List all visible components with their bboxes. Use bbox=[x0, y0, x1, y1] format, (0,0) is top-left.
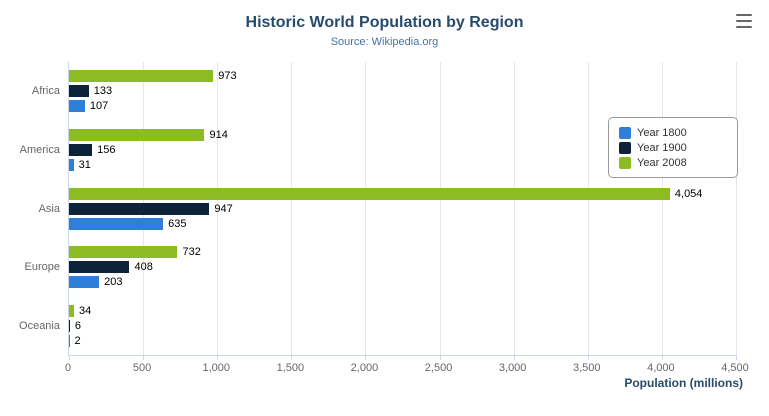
legend-label: Year 2008 bbox=[637, 156, 687, 169]
xaxis-tick-label: 1,500 bbox=[276, 362, 305, 374]
gridline bbox=[217, 62, 219, 355]
bar-value-label: 947 bbox=[214, 202, 233, 215]
xaxis-tick-label: 1,000 bbox=[202, 362, 230, 374]
axis-tick bbox=[143, 355, 145, 360]
legend-label: Year 1900 bbox=[637, 141, 687, 154]
legend-label: Year 1800 bbox=[637, 126, 687, 139]
bar-year-2008-oceania[interactable] bbox=[69, 304, 75, 317]
axis-tick bbox=[439, 355, 441, 360]
bar-value-label: 133 bbox=[93, 85, 113, 98]
legend-swatch bbox=[619, 126, 631, 139]
gridline bbox=[736, 62, 737, 355]
axis-tick bbox=[587, 355, 589, 360]
axis-tick bbox=[513, 355, 515, 360]
bar-value-label: 156 bbox=[97, 143, 116, 156]
gridline bbox=[365, 62, 367, 355]
chart-subtitle: Source: Wikipedia.org bbox=[330, 36, 439, 48]
bar-year-1900-america[interactable] bbox=[69, 143, 93, 156]
bar-value-label: 6 bbox=[74, 319, 81, 332]
bar-year-1800-africa[interactable] bbox=[69, 100, 85, 113]
bar-value-label: 732 bbox=[182, 246, 201, 259]
legend-item-year-1900[interactable]: Year 1900 bbox=[619, 140, 727, 155]
axis-tick bbox=[736, 355, 737, 360]
bar-year-2008-america[interactable] bbox=[69, 128, 205, 141]
axis-tick bbox=[291, 355, 293, 360]
bar-year-1800-america[interactable] bbox=[69, 158, 74, 171]
gridline bbox=[661, 62, 663, 355]
xaxis-tick-label: 0 bbox=[64, 362, 72, 374]
axis-tick bbox=[217, 355, 219, 360]
bar-year-1900-europe[interactable] bbox=[69, 261, 130, 274]
plot-area: 973 133 107 914 156 31 4,054 947 635 732 408 203 34 6… bbox=[68, 62, 737, 360]
legend: Year 1800 Year 1900 Year 2008 bbox=[608, 117, 738, 178]
xaxis-tick-label: 3,000 bbox=[498, 362, 527, 374]
bar-year-2008-asia[interactable] bbox=[69, 187, 670, 200]
xaxis-tick-label: 3,500 bbox=[573, 362, 601, 374]
category-label-asia: Asia bbox=[38, 202, 60, 215]
gridline bbox=[513, 62, 515, 355]
bar-value-label: 408 bbox=[134, 261, 153, 274]
xaxis-tick-label: 4,000 bbox=[647, 362, 675, 374]
axis-tick bbox=[661, 355, 663, 360]
bar-year-1900-africa[interactable] bbox=[69, 85, 89, 98]
bar-value-label: 34 bbox=[79, 304, 92, 317]
bar-year-1900-asia[interactable] bbox=[69, 202, 210, 215]
xaxis-tick-label: 2,500 bbox=[424, 362, 453, 374]
legend-swatch bbox=[619, 141, 631, 154]
xaxis-tick-label: 2,000 bbox=[350, 362, 379, 374]
bar-value-label: 203 bbox=[104, 276, 123, 289]
bar-value-label: 107 bbox=[89, 100, 109, 113]
bar-value-label: 4,054 bbox=[674, 187, 703, 200]
category-label-europe: Europe bbox=[24, 261, 60, 274]
gridline bbox=[587, 62, 589, 355]
gridline bbox=[439, 62, 441, 355]
chart-title: Historic World Population by Region bbox=[245, 14, 524, 31]
bar-year-1800-oceania[interactable] bbox=[69, 334, 70, 347]
legend-item-year-1800[interactable]: Year 1800 bbox=[619, 125, 727, 140]
xaxis-tick-label: 4,500 bbox=[721, 362, 749, 374]
bar-year-1800-europe[interactable] bbox=[69, 276, 100, 289]
bar-value-label: 973 bbox=[218, 70, 237, 83]
gridline bbox=[291, 62, 293, 355]
bar-year-2008-europe[interactable] bbox=[69, 246, 178, 259]
bar-year-2008-africa[interactable] bbox=[69, 70, 214, 83]
legend-swatch bbox=[619, 156, 631, 169]
bar-year-1900-oceania[interactable] bbox=[69, 319, 70, 332]
axis-tick bbox=[69, 355, 70, 360]
legend-item-year-2008[interactable]: Year 2008 bbox=[619, 155, 727, 170]
bar-value-label: 2 bbox=[74, 334, 81, 347]
axis-tick bbox=[365, 355, 367, 360]
xaxis-title: Population (millions) bbox=[624, 376, 743, 390]
bar-year-1800-asia[interactable] bbox=[69, 217, 164, 230]
category-label-africa: Africa bbox=[31, 85, 60, 98]
bar-value-label: 635 bbox=[168, 217, 187, 230]
bar-value-label: 914 bbox=[209, 128, 228, 141]
category-label-oceania: Oceania bbox=[19, 319, 60, 332]
bar-value-label: 31 bbox=[78, 158, 91, 171]
hamburger-icon[interactable] bbox=[733, 12, 755, 30]
xaxis-tick-label: 500 bbox=[132, 362, 152, 374]
category-label-america: America bbox=[19, 143, 60, 156]
